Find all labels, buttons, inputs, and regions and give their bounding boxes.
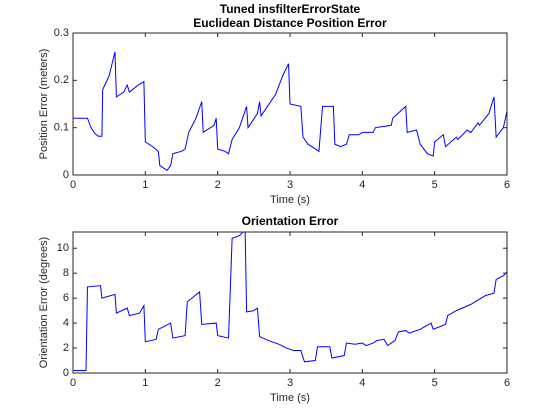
x-axis-label: Time (s) (270, 392, 310, 404)
y-tick-label: 0 (63, 367, 69, 379)
y-tick-label: 6 (63, 292, 69, 304)
chart-subtitle: Euclidean Distance Position Error (193, 16, 387, 30)
x-tick-label: 5 (432, 179, 438, 191)
data-line (73, 51, 508, 171)
x-tick-label: 2 (215, 377, 221, 389)
x-tick-label: 4 (359, 179, 365, 191)
x-tick-label: 6 (504, 179, 510, 191)
x-tick-label: 0 (70, 377, 76, 389)
x-tick-label: 1 (142, 179, 148, 191)
y-tick-label: 0.1 (54, 122, 69, 134)
axes-box (72, 231, 508, 374)
y-tick-label: 8 (63, 267, 69, 279)
x-tick-label: 0 (70, 179, 76, 191)
y-axis-label: Position Error (meters) (38, 49, 50, 160)
y-tick-label: 10 (57, 242, 69, 254)
data-line (73, 231, 508, 371)
x-tick-label: 2 (215, 179, 221, 191)
x-tick-label: 3 (287, 377, 293, 389)
y-tick-label: 0.2 (54, 74, 69, 86)
x-axis-label: Time (s) (270, 194, 310, 206)
x-tick-label: 5 (432, 377, 438, 389)
y-axis-label: Orientation Error (degrees) (38, 237, 50, 368)
y-tick-label: 2 (63, 342, 69, 354)
x-tick-label: 4 (359, 377, 365, 389)
y-tick-label: 0 (63, 169, 69, 181)
x-tick-label: 6 (504, 377, 510, 389)
y-tick-label: 4 (63, 317, 69, 329)
x-tick-label: 3 (287, 179, 293, 191)
x-tick-label: 1 (142, 377, 148, 389)
chart-title: Tuned insfilterErrorState (220, 2, 361, 16)
chart-title: Orientation Error (242, 214, 339, 228)
y-tick-label: 0.3 (54, 27, 69, 39)
